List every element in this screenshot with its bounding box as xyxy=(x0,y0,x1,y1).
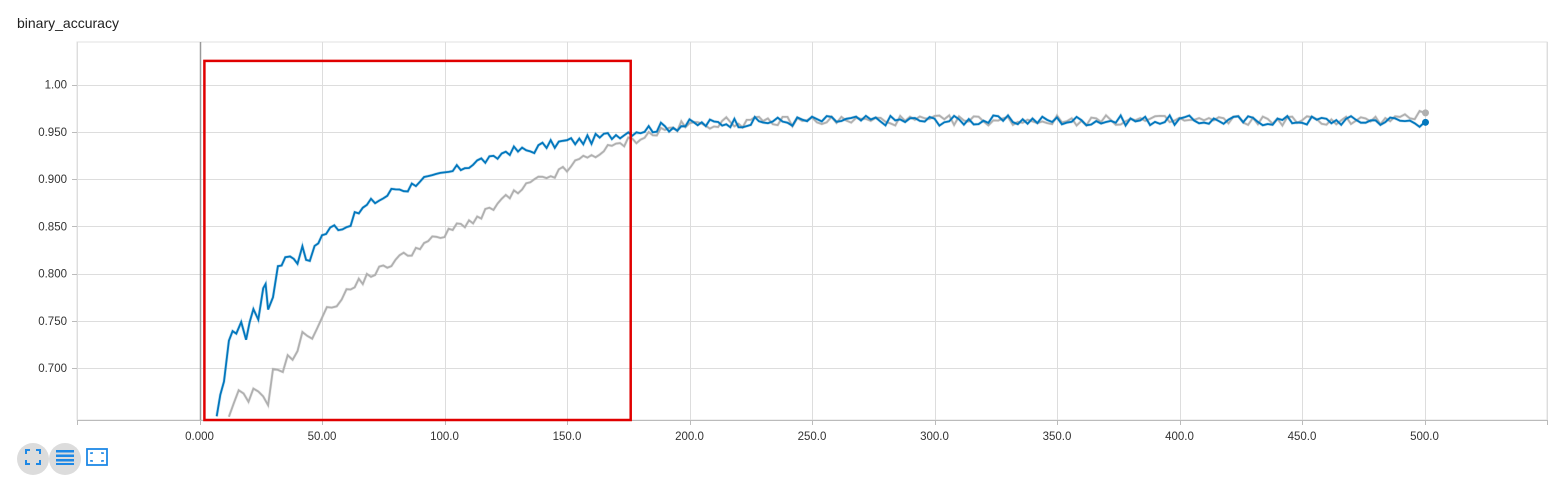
grid xyxy=(76,41,1548,421)
y-tick-label: 1.00 xyxy=(45,80,67,92)
fullscreen-icon xyxy=(25,448,41,470)
y-tick-label: 0.950 xyxy=(38,127,67,139)
series-1-end-point xyxy=(1422,109,1429,117)
fit-domain-icon xyxy=(86,447,108,471)
highlight-rectangle xyxy=(203,59,632,422)
x-tick-label: 450.0 xyxy=(1288,431,1317,440)
x-tick-label: 50.00 xyxy=(308,431,337,440)
y-tick-label: 0.700 xyxy=(38,363,67,375)
fullscreen-button[interactable] xyxy=(17,443,49,475)
plot-area[interactable]: 0.000 50.00 100.0 150.0 200.0 250.0 300.0 350.0… xyxy=(0,0,1563,440)
x-tick-label: 150.0 xyxy=(553,431,582,440)
x-tick-label: 300.0 xyxy=(920,431,949,440)
series-0-line xyxy=(215,113,1426,417)
y-tick-label: 0.800 xyxy=(38,269,67,281)
x-tick-label: 0.000 xyxy=(185,431,214,440)
annotation-layer xyxy=(203,59,632,422)
data-table-icon xyxy=(56,449,74,470)
axes: 0.000 50.00 100.0 150.0 200.0 250.0 300.0 350.0… xyxy=(38,42,1548,440)
series-1-line xyxy=(228,109,1425,418)
x-tick-label: 250.0 xyxy=(798,431,827,440)
x-tick-label: 500.0 xyxy=(1410,431,1439,440)
series-0-end-point xyxy=(1422,118,1429,126)
series-0-shadow xyxy=(215,112,1426,417)
y-tick-label: 0.900 xyxy=(38,174,67,186)
chart-title: binary_accuracy xyxy=(17,15,119,31)
data-table-button[interactable] xyxy=(49,443,81,475)
x-tick-label: 100.0 xyxy=(430,431,459,440)
x-tick-label: 350.0 xyxy=(1043,431,1072,440)
x-tick-label: 400.0 xyxy=(1165,431,1194,440)
series-1-shadow xyxy=(227,109,1426,418)
fit-domain-button[interactable] xyxy=(84,446,110,472)
y-tick-label: 0.850 xyxy=(38,221,67,233)
x-tick-label: 200.0 xyxy=(675,431,704,440)
y-tick-label: 0.750 xyxy=(38,316,67,328)
series-layer xyxy=(215,109,1429,418)
